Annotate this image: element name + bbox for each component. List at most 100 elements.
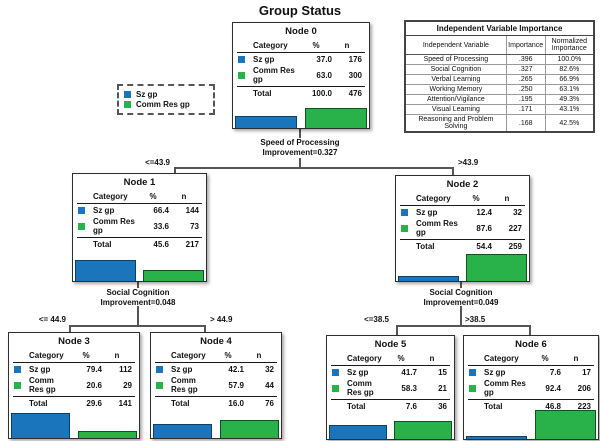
divider (468, 399, 594, 400)
tree-node-5: Node 5 Category% n Sz gp 41.7 15 Comm Res g… (326, 335, 455, 440)
sz-gp-bar (75, 260, 136, 281)
importance-row: Attention/Vigilance .195 49.3% (404, 94, 595, 105)
importance-table-header: Independent Variable Importance Normaliz… (404, 35, 595, 55)
tree-node-3: Node 3 Category% n Sz gp 79.4 112 Comm Res … (8, 332, 140, 439)
importance-row: Reasoning and Problem Solving .168 42.5% (404, 114, 595, 133)
comm-res-gp-swatch-icon (401, 224, 408, 232)
tree-node-4: Node 4 Category% n Sz gp 42.1 32 Comm Res g… (150, 332, 282, 439)
comm-res-gp-bar (394, 421, 452, 439)
node-title: Node 6 (515, 339, 547, 350)
comm-res-gp-swatch-icon (124, 101, 131, 108)
sz-gp-bar (153, 424, 213, 438)
split-node1-label: Social Cognition Improvement=0.048 (68, 288, 208, 307)
split-variable: Social Cognition (106, 288, 170, 297)
node-table-header: Category% n (171, 351, 262, 360)
col-header-variable: Independent Variable (404, 35, 507, 55)
sz-gp-swatch-icon (124, 91, 131, 98)
connector-line (204, 325, 206, 333)
comm-res-gp-bar (305, 108, 367, 128)
sz-gp-bar (466, 436, 527, 439)
branch-label-node1-left: <= 44.9 (38, 315, 66, 324)
comm-res-gp-bar (143, 270, 204, 281)
split-node2-label: Social Cognition Improvement=0.049 (391, 288, 531, 307)
split-variable: Social Cognition (429, 288, 493, 297)
importance-row: Verbal Learning .265 66.9% (404, 74, 595, 85)
connector-line (299, 158, 301, 168)
node-row-sz: Sz gp 12.4 32 (401, 208, 522, 217)
divider (77, 237, 202, 238)
sz-gp-swatch-icon (238, 56, 245, 63)
comm-res-gp-bar (77, 431, 137, 438)
sz-gp-swatch-icon (156, 366, 163, 373)
divider (468, 365, 594, 366)
col-header-normalized: Normalized Importance (544, 35, 595, 55)
divider (237, 52, 365, 53)
node-title: Node 0 (285, 26, 317, 37)
node-title: Node 4 (200, 336, 232, 347)
tree-node-2: Node 2 Category% n Sz gp 12.4 32 Comm Res g… (395, 175, 530, 282)
importance-row: Working Memory .250 63.1% (404, 84, 595, 95)
divider (331, 399, 450, 400)
connector-line (529, 325, 531, 336)
comm-res-gp-swatch-icon (156, 381, 163, 389)
legend-label: Sz gp (136, 90, 158, 99)
page-title: Group Status (258, 3, 342, 18)
node-row-sz: Sz gp 37.0 176 (238, 55, 362, 64)
branch-label-node1-right: > 44.9 (210, 315, 233, 324)
node-row-sz: Sz gp 66.4 144 (78, 206, 199, 215)
divider (155, 362, 277, 363)
importance-row: Speed of Processing .396 100.0% (404, 54, 595, 65)
node-row-total: Total 100.0 476 (253, 89, 362, 98)
sz-gp-bar (329, 425, 387, 439)
node-row-comm: Comm Res gp 20.6 29 (14, 376, 132, 394)
branch-label-node2-right: >38.5 (465, 315, 486, 324)
connector-line (396, 325, 531, 327)
node-row-sz: Sz gp 41.7 15 (332, 368, 447, 377)
branch-label-root-right: >43.9 (458, 158, 479, 167)
tree-node-1: Node 1 Category% n Sz gp 66.4 144 Comm Res … (72, 173, 207, 282)
tree-node-6: Node 6 Category% n Sz gp 7.6 17 Comm Res gp… (463, 335, 599, 440)
divider (77, 203, 202, 204)
connector-line (69, 325, 71, 333)
col-header-importance: Importance (505, 35, 546, 55)
importance-table-title: Independent Variable Importance (404, 20, 595, 36)
connector-line (460, 280, 462, 288)
node-row-total: Total 45.6 217 (93, 240, 199, 249)
node-row-comm: Comm Res gp 57.9 44 (156, 376, 274, 394)
node-row-comm: Comm Res gp 33.6 73 (78, 217, 199, 235)
branch-label-root-left: <=43.9 (145, 158, 170, 167)
legend-item-sz: Sz gp (124, 90, 208, 99)
divider (13, 396, 135, 397)
connector-line (452, 167, 454, 176)
node-row-total: Total 7.6 36 (347, 402, 447, 411)
comm-res-gp-swatch-icon (14, 381, 21, 389)
divider (155, 396, 277, 397)
node-table-header: Category% n (347, 354, 435, 363)
importance-row: Social Cognition .327 82.6% (404, 64, 595, 75)
connector-line (69, 325, 206, 327)
split-improvement: Improvement=0.049 (423, 297, 499, 307)
node-title: Node 2 (446, 179, 479, 190)
sz-gp-swatch-icon (14, 366, 21, 373)
divider (13, 362, 135, 363)
tree-node-0: Node 0 Category% n Sz gp 37.0 176 Comm Res … (232, 22, 370, 129)
sz-gp-swatch-icon (469, 369, 476, 376)
importance-table: Independent Variable Importance Independ… (404, 20, 595, 133)
connector-line (396, 325, 398, 336)
connector-line (174, 167, 176, 174)
node-row-sz: Sz gp 7.6 17 (469, 368, 591, 377)
comm-res-gp-bar (535, 410, 596, 439)
divider (400, 239, 525, 240)
node-table-header: Category% n (253, 41, 350, 50)
comm-res-gp-swatch-icon (78, 222, 85, 230)
node-table-header: Category% n (484, 354, 579, 363)
node-row-comm: Comm Res gp 63.0 300 (238, 66, 362, 84)
node-row-total: Total 46.8 223 (484, 402, 591, 411)
node-table-header: Category% n (29, 351, 120, 360)
node-row-total: Total 16.0 76 (171, 399, 274, 408)
connector-line (174, 167, 454, 169)
connector-line (460, 306, 462, 326)
branch-label-node2-left: <=38.5 (364, 315, 389, 324)
sz-gp-bar (235, 116, 297, 128)
